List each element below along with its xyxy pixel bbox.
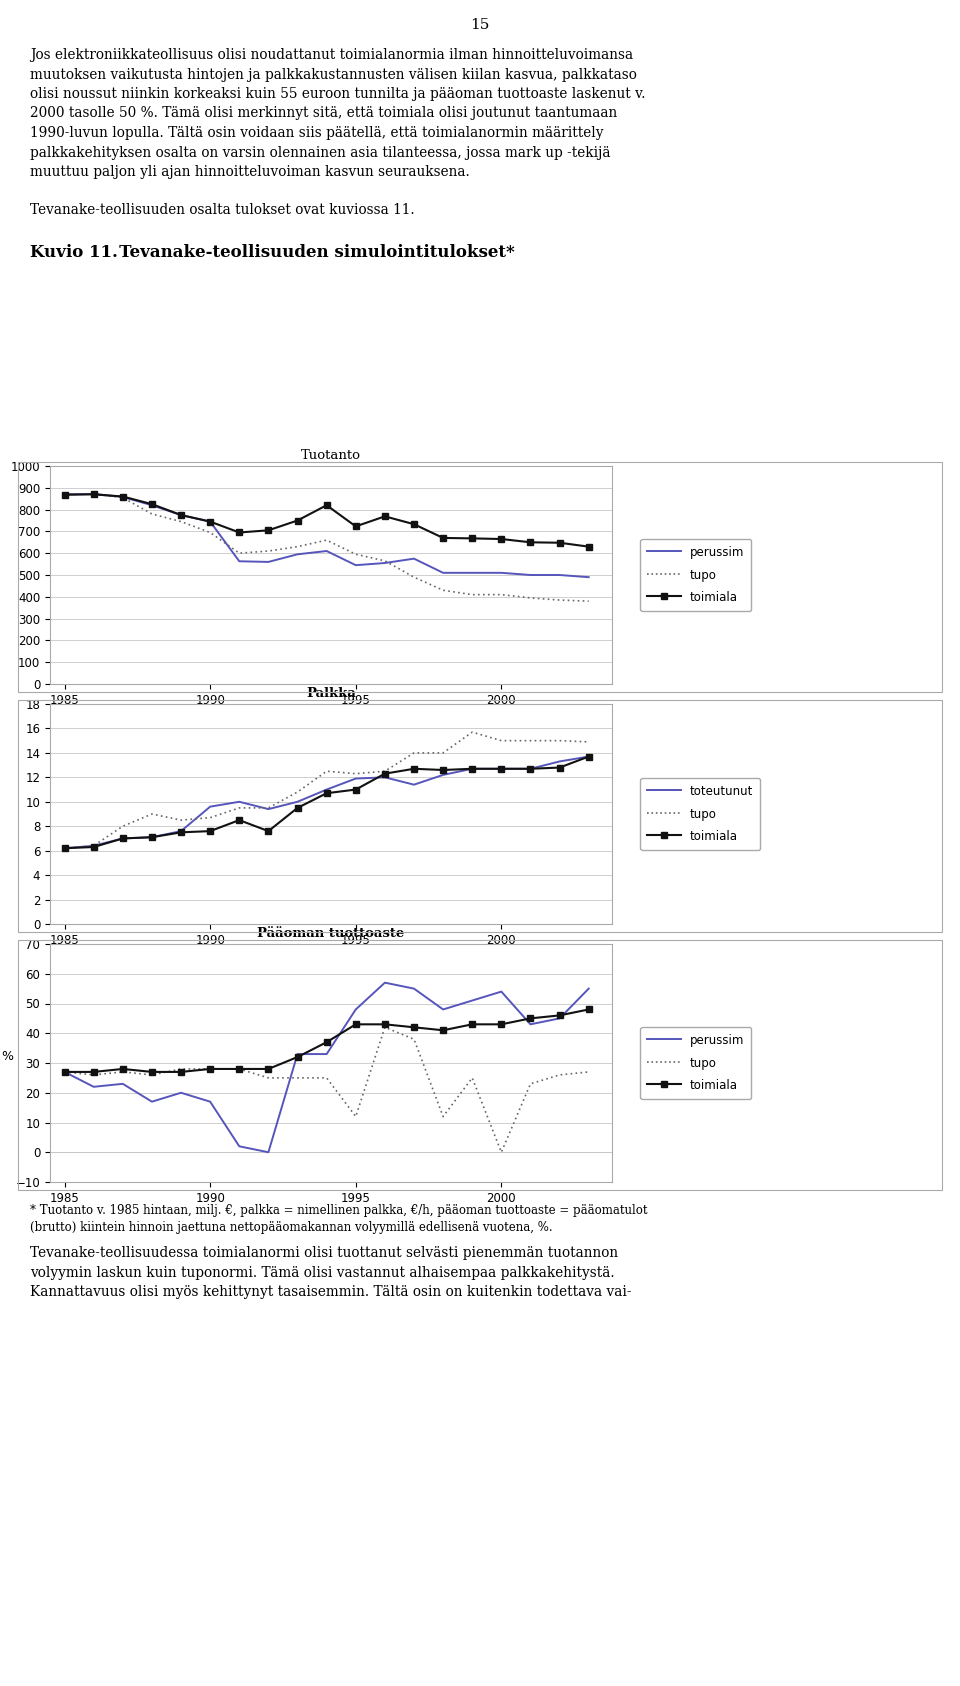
Title: Pääoman tuottoaste: Pääoman tuottoaste [257,927,404,941]
Text: olisi noussut niinkin korkeaksi kuin 55 euroon tunnilta ja pääoman tuottoaste la: olisi noussut niinkin korkeaksi kuin 55 … [30,88,645,101]
Text: Kuvio 11.: Kuvio 11. [30,244,118,261]
Y-axis label: %: % [1,1050,13,1062]
Text: Kannattavuus olisi myös kehittynyt tasaisemmin. Tältä osin on kuitenkin todettav: Kannattavuus olisi myös kehittynyt tasai… [30,1285,632,1298]
Text: * Tuotanto v. 1985 hintaan, milj. €, palkka = nimellinen palkka, €/h, pääoman tu: * Tuotanto v. 1985 hintaan, milj. €, pal… [30,1204,647,1217]
Title: Palkka: Palkka [306,688,356,700]
Text: (brutto) kiintein hinnoin jaettuna nettopääomakannan volyymillä edellisenä vuote: (brutto) kiintein hinnoin jaettuna netto… [30,1221,553,1234]
Text: 15: 15 [470,19,490,32]
Text: Tevanake-teollisuudessa toimialanormi olisi tuottanut selvästi pienemmän tuotann: Tevanake-teollisuudessa toimialanormi ol… [30,1246,618,1259]
Text: palkkakehityksen osalta on varsin olennainen asia tilanteessa, jossa mark up -te: palkkakehityksen osalta on varsin olenna… [30,145,611,160]
Text: muuttuu paljon yli ajan hinnoitteluvoiman kasvun seurauksena.: muuttuu paljon yli ajan hinnoitteluvoima… [30,165,469,179]
Text: Tevanake-teollisuuden simulointitulokset*: Tevanake-teollisuuden simulointitulokset… [102,244,515,261]
Legend: perussim, tupo, toimiala: perussim, tupo, toimiala [640,1027,752,1099]
Text: 2000 tasolle 50 %. Tämä olisi merkinnyt sitä, että toimiala olisi joutunut taant: 2000 tasolle 50 %. Tämä olisi merkinnyt … [30,106,617,120]
Legend: perussim, tupo, toimiala: perussim, tupo, toimiala [640,540,752,610]
Legend: toteutunut, tupo, toimiala: toteutunut, tupo, toimiala [640,777,760,850]
Text: volyymin laskun kuin tuponormi. Tämä olisi vastannut alhaisempaa palkkakehitystä: volyymin laskun kuin tuponormi. Tämä oli… [30,1266,614,1280]
Text: 1990-luvun lopulla. Tältä osin voidaan siis päätellä, että toimialanormin määrit: 1990-luvun lopulla. Tältä osin voidaan s… [30,126,604,140]
Text: muutoksen vaikutusta hintojen ja palkkakustannusten välisen kiilan kasvua, palkk: muutoksen vaikutusta hintojen ja palkkak… [30,67,636,81]
Text: Tevanake-teollisuuden osalta tulokset ovat kuviossa 11.: Tevanake-teollisuuden osalta tulokset ov… [30,202,415,216]
Text: Jos elektroniikkateollisuus olisi noudattanut toimialanormia ilman hinnoitteluvo: Jos elektroniikkateollisuus olisi noudat… [30,47,634,62]
Title: Tuotanto: Tuotanto [301,448,361,462]
